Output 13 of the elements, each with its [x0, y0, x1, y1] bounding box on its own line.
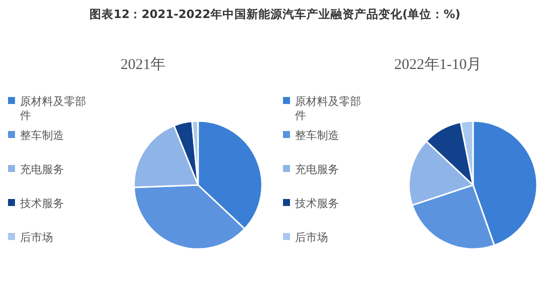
legend-label: 原材料及零部件 — [20, 95, 86, 122]
chart-title: 图表12：2021-2022年中国新能源汽车产业融资产品变化(单位：%) — [90, 7, 460, 21]
legend-label: 技术服务 — [294, 197, 339, 210]
legend-label: 技术服务 — [19, 197, 64, 210]
legend-label: 后市场 — [295, 231, 328, 244]
chart-subtitle: 2021年 — [120, 56, 166, 73]
chart-subtitle: 2022年1-10月 — [394, 56, 482, 73]
legend-label: 整车制造 — [295, 129, 339, 142]
legend-label: 充电服务 — [20, 163, 64, 176]
legend-label: 整车制造 — [20, 129, 64, 142]
legend-label: 原材料及零部件 — [295, 95, 361, 122]
legend-label: 充电服务 — [295, 163, 339, 176]
legend-label: 后市场 — [20, 231, 53, 244]
